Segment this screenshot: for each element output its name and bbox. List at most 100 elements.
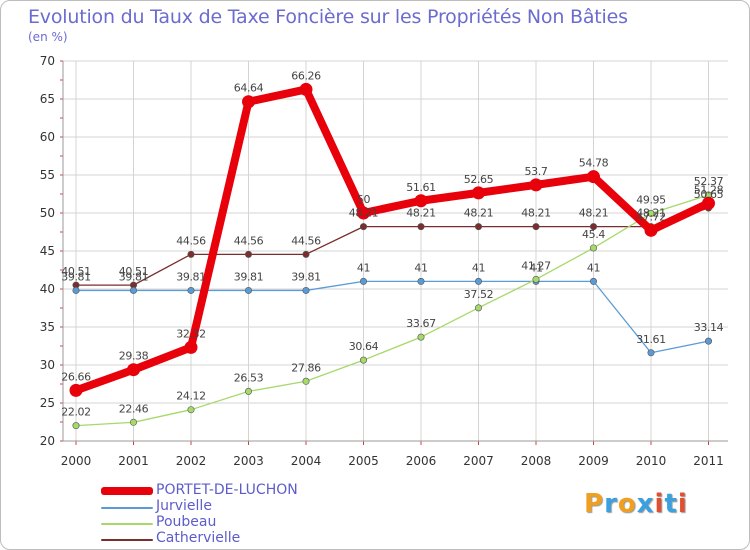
series-line [75,280,710,354]
legend-label: Jurvielle [156,498,212,514]
legend-swatch [101,539,153,541]
data-label: 48.21 [464,207,494,220]
data-point [184,340,198,354]
data-label: 41 [414,261,427,274]
data-label: 48.21 [349,207,379,220]
data-label: 41 [529,261,542,274]
legend-swatch [101,487,153,495]
series-group [69,82,715,430]
data-point [245,387,253,395]
data-label: 39.81 [61,270,91,283]
data-label: 41 [357,261,370,274]
data-label: 48.21 [406,207,436,220]
data-label: 53.7 [525,165,548,178]
data-point [359,223,367,231]
logo-letter: t [664,489,678,519]
x-tick-label: 2004 [291,454,322,468]
x-tick-label: 2003 [233,454,264,468]
data-label: 29.38 [119,350,149,363]
y-tick-label: 55 [40,168,55,182]
x-tick-label: 2002 [176,454,207,468]
data-label: 32.32 [176,327,206,340]
x-tick-label: 2009 [578,454,609,468]
data-point [130,286,138,294]
y-tick-label: 65 [40,92,55,106]
data-label: 41 [587,261,600,274]
x-tick-label: 2005 [348,454,379,468]
data-point [532,275,540,283]
data-point [414,194,428,208]
legend-label: Cathervielle [156,530,241,546]
data-point [245,286,253,294]
data-label: 39.81 [176,270,206,283]
data-label: 48.21 [636,207,666,220]
data-label: 27.86 [291,361,321,374]
data-label: 37.52 [464,288,494,301]
unit-label: (en %) [28,30,68,44]
data-point [472,186,485,200]
data-point [704,337,712,345]
data-label: 54.78 [579,157,609,170]
data-label: 64.64 [234,82,264,95]
data-label: 48.21 [579,207,609,220]
x-tick-label: 2000 [61,454,92,468]
data-label: 30.64 [349,340,379,353]
data-point [417,223,425,231]
data-point [417,277,425,285]
data-label: 41 [472,261,485,274]
grid [63,60,728,442]
data-point [702,196,715,210]
x-tick-label: 2006 [406,454,437,468]
x-tick-label: 2011 [693,454,724,468]
axes: 20 25 30 35 40 45 50 55 60 65 70 2000 2001 2002 2003 20… [40,54,728,468]
x-tick-label: 2008 [521,454,552,468]
data-label: 26.53 [234,371,264,384]
data-point [357,206,370,220]
data-label: 31.61 [636,333,666,346]
series-line [75,194,710,427]
series-line [72,85,713,395]
data-label: 47.72 [636,210,666,223]
y-tick-label: 60 [40,130,55,144]
logo-letter: i [654,489,665,519]
data-point [529,178,543,192]
data-point [647,209,655,217]
data-label: 51.61 [406,181,436,194]
series-line [75,207,710,286]
data-label: 39.81 [291,270,321,283]
data-point [302,250,310,258]
data-point [72,422,80,430]
logo-letter: o [617,489,637,519]
chart-title: Evolution du Taux de Taxe Foncière sur l… [28,6,628,28]
data-point [587,170,600,184]
data-point [302,286,310,294]
x-tick-label: 2001 [118,454,149,468]
logo-letter: i [677,489,688,519]
x-tick-label: 2007 [463,454,494,468]
data-label: 48.21 [521,207,551,220]
data-point [589,244,597,252]
data-point [589,277,597,285]
y-tick-label: 70 [40,54,55,68]
y-tick-label: 40 [40,282,55,296]
data-label: 52.65 [464,173,494,186]
y-tick-label: 35 [40,320,55,334]
data-label: 66.26 [291,69,321,82]
data-point [299,82,313,96]
data-point [644,223,658,237]
data-point [242,95,255,109]
data-point [130,418,138,426]
data-label: 45.4 [582,228,605,241]
data-label: 26.66 [61,370,91,383]
data-point [647,349,655,357]
data-label: 33.14 [694,321,724,334]
logo-letter: P [584,489,605,519]
legend-swatch [101,507,153,509]
data-label: 39.81 [234,270,264,283]
data-label: 40.51 [119,265,149,278]
legend-label: PORTET-DE-LUCHON [156,482,298,498]
data-label: 40.51 [61,265,91,278]
y-tick-label: 20 [40,434,55,448]
